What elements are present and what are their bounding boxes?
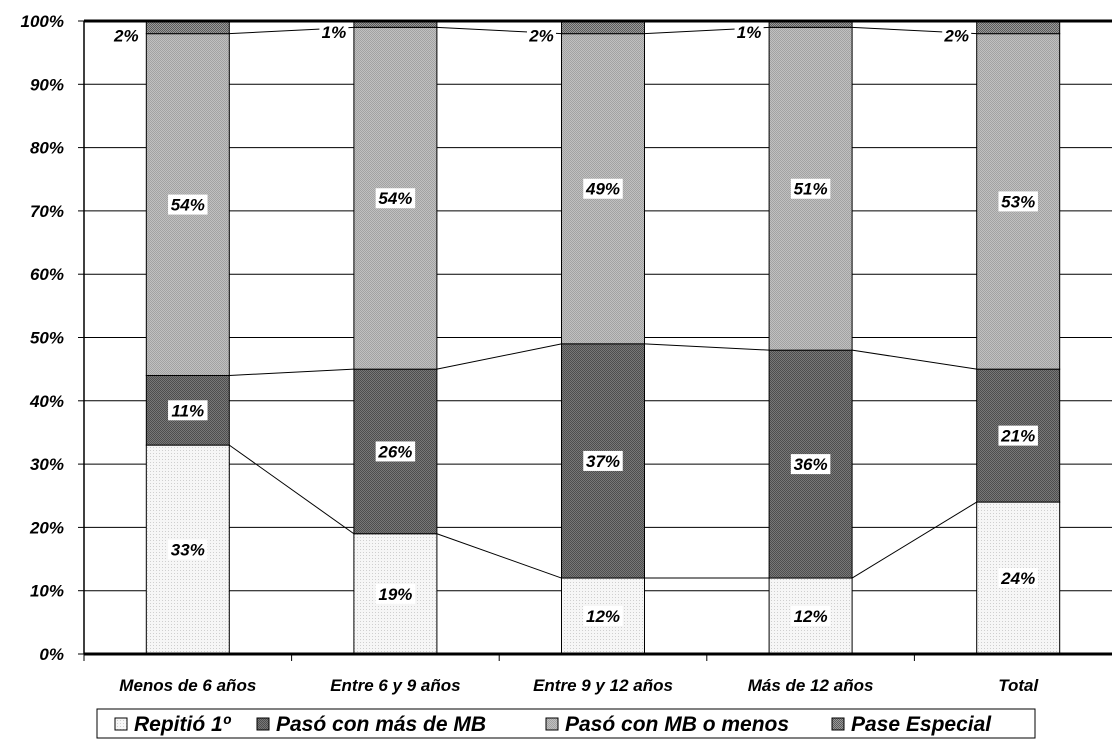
y-tick-label: 100% — [21, 12, 64, 31]
data-label: 19% — [378, 585, 412, 604]
data-label-box — [319, 22, 349, 43]
legend-swatch — [545, 717, 559, 731]
data-label-box — [790, 178, 831, 199]
y-tick-label: 50% — [30, 329, 64, 348]
data-label: 12% — [586, 607, 620, 626]
data-label-box — [527, 25, 556, 46]
axes: 0% 10% 20% 30% 40% 50% 60% 70% 80% 90% 100% Menos d… — [21, 12, 1112, 695]
data-label-box — [168, 194, 208, 215]
data-label: 1% — [737, 23, 762, 42]
y-tick-label: 10% — [30, 582, 64, 601]
legend: Repitió 1º Pasó con más de MB Pasó con MB … — [96, 708, 1036, 739]
data-label-box — [168, 539, 208, 560]
y-tick-label: 80% — [30, 139, 64, 158]
data-label: 54% — [378, 189, 412, 208]
series-line — [229, 444, 355, 535]
data-label: 12% — [794, 607, 828, 626]
bar-segment — [561, 20, 645, 35]
data-label-box — [790, 454, 831, 475]
x-category-label: Menos de 6 años — [119, 676, 256, 695]
data-label-box — [111, 25, 141, 46]
y-tick-label: 60% — [30, 265, 64, 284]
data-label: 21% — [1000, 427, 1035, 446]
series-line — [436, 343, 562, 370]
x-category-label: Total — [998, 676, 1039, 695]
x-category-label: Más de 12 años — [748, 676, 874, 695]
data-label-box — [998, 568, 1038, 589]
series-line — [852, 349, 977, 370]
data-labels: 33% 11% 54% 2% 19% 26% 54% 1% 12% 37% 49% 2% 12% 36% 5… — [111, 22, 1038, 627]
bar-segment — [145, 374, 230, 446]
bar-segment — [976, 20, 1061, 35]
data-label: 2% — [528, 26, 554, 45]
data-label: 24% — [1000, 569, 1035, 588]
y-tick-label: 70% — [30, 202, 64, 221]
y-tick-label: 0% — [39, 645, 64, 664]
legend-swatch — [256, 717, 270, 731]
data-label: 26% — [377, 442, 412, 461]
data-label: 37% — [586, 452, 620, 471]
legend-label: Pasó con MB o menos — [565, 713, 789, 736]
series-line — [644, 343, 770, 351]
legend-box — [96, 708, 1036, 739]
data-label-box — [998, 425, 1038, 446]
legend-label: Repitió 1º — [134, 713, 232, 736]
x-category-label: Entre 9 y 12 años — [533, 676, 673, 695]
data-label-box — [998, 191, 1038, 212]
y-tick-label: 30% — [30, 455, 64, 474]
legend-label: Pase Especial — [851, 713, 992, 736]
legend-swatch — [831, 717, 845, 731]
series-line — [436, 533, 562, 579]
data-label-box — [168, 400, 208, 421]
data-label-box — [790, 606, 831, 627]
series-line — [229, 368, 354, 376]
x-category-label: Entre 6 y 9 años — [330, 676, 460, 695]
data-label: 54% — [171, 196, 205, 215]
data-label: 11% — [171, 401, 204, 420]
data-label: 53% — [1001, 192, 1035, 211]
data-label: 2% — [113, 26, 139, 45]
data-label: 1% — [322, 23, 347, 42]
data-label-box — [734, 22, 764, 43]
data-label: 2% — [943, 26, 969, 45]
data-label-box — [375, 188, 416, 209]
y-tick-label: 40% — [29, 392, 64, 411]
data-label-box — [375, 583, 416, 604]
y-tick-label: 20% — [29, 518, 64, 537]
series-line — [851, 501, 977, 579]
data-label: 49% — [585, 180, 620, 199]
data-label-box — [583, 606, 623, 627]
data-label-box — [942, 25, 972, 46]
data-label: 36% — [794, 455, 828, 474]
data-label-box — [583, 178, 623, 199]
data-label: 33% — [171, 541, 205, 560]
data-label-box — [583, 450, 623, 471]
legend-swatch — [114, 717, 128, 731]
bar-segment — [145, 20, 230, 35]
data-label: 51% — [794, 180, 828, 199]
data-label-box — [375, 441, 416, 462]
legend-label: Pasó con más de MB — [276, 713, 486, 736]
y-tick-label: 90% — [30, 75, 64, 94]
